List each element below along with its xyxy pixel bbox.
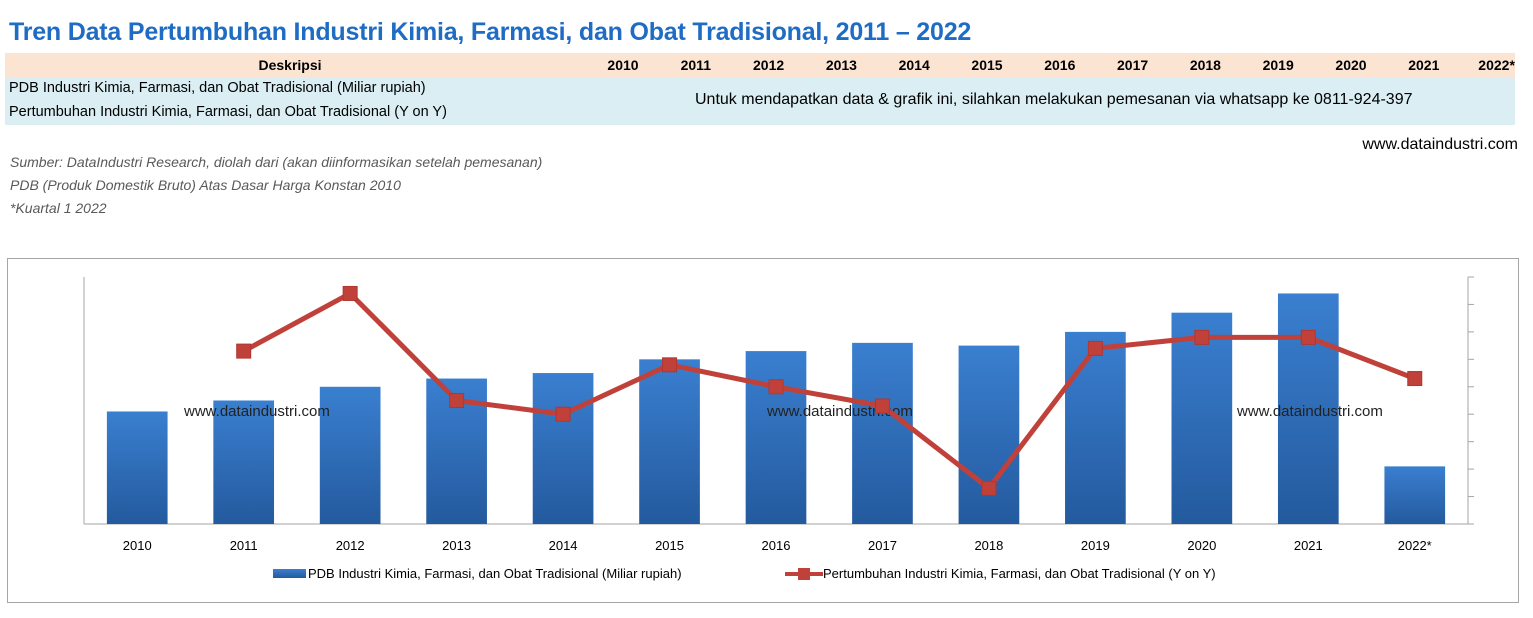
combo-chart: www.dataindustri.com www.dataindustri.com… (83, 276, 1474, 581)
growth-point-2015 (662, 357, 678, 373)
note-source: Sumber: DataIndustri Research, diolah da… (10, 154, 543, 170)
x-tick-label: 2019 (1081, 538, 1110, 553)
row-growth-label: Pertumbuhan Industri Kimia, Farmasi, dan… (9, 104, 447, 120)
x-tick-label: 2022* (1398, 538, 1432, 553)
growth-point-2020 (1194, 329, 1210, 345)
growth-point-2011 (236, 343, 252, 359)
x-tick-label: 2017 (868, 538, 897, 553)
note-pdb: PDB (Produk Domestik Bruto) Atas Dasar H… (10, 177, 401, 193)
row-pdb-label: PDB Industri Kimia, Farmasi, dan Obat Tr… (9, 80, 426, 96)
growth-point-2013 (449, 393, 465, 408)
bar-2012 (319, 386, 381, 524)
legend-bar-swatch (273, 569, 306, 578)
growth-point-2021 (1300, 329, 1316, 345)
header-year: 2012 (753, 57, 785, 73)
notes: Sumber: DataIndustri Research, diolah da… (10, 151, 542, 220)
x-tick-label: 2014 (549, 538, 578, 553)
growth-point-2019 (1087, 340, 1103, 356)
header-year: 2014 (898, 57, 930, 73)
page-title: Tren Data Pertumbuhan Industri Kimia, Fa… (9, 18, 972, 46)
x-tick-label: 2015 (655, 538, 684, 553)
growth-line (242, 290, 1416, 491)
header-year: 2015 (971, 57, 1003, 73)
growth-point-2022* (1407, 371, 1423, 387)
bar-2010 (106, 411, 168, 524)
order-notice: Untuk mendapatkan data & grafik ini, sil… (695, 91, 1413, 108)
bar-2022* (1384, 466, 1446, 524)
table-body: PDB Industri Kimia, Farmasi, dan Obat Tr… (5, 77, 1515, 125)
x-tick-label: 2021 (1294, 538, 1323, 553)
header-year: 2016 (1044, 57, 1076, 73)
x-tick-label: 2010 (123, 538, 152, 553)
header-description: Deskripsi (258, 57, 322, 73)
header-year: 2022* (1478, 57, 1515, 73)
header-year: 2021 (1408, 57, 1440, 73)
header-year: 2019 (1262, 57, 1294, 73)
header-year: 2020 (1335, 57, 1367, 73)
header-year: 2018 (1189, 57, 1221, 73)
bar-2019 (1065, 331, 1126, 524)
bar-2020 (1171, 312, 1233, 524)
bar-2018 (958, 345, 1020, 524)
data-table: Deskripsi 2010 2011 2012 2013 2014 2015 2016 20… (5, 53, 1515, 125)
website-link[interactable]: www.dataindustri.com (1362, 136, 1518, 153)
table-header: Deskripsi 2010 2011 2012 2013 2014 2015 2016 20… (5, 53, 1515, 77)
bar-2014 (532, 373, 594, 524)
growth-point-2017 (874, 398, 890, 414)
growth-point-2014 (555, 406, 571, 422)
header-year: 2017 (1117, 57, 1149, 73)
growth-point-2018 (981, 480, 997, 496)
growth-point-2012 (342, 285, 358, 301)
watermark-text: www.dataindustri.com (183, 403, 330, 420)
x-tick-label: 2012 (336, 538, 365, 553)
chart-container: www.dataindustri.com www.dataindustri.com… (7, 258, 1519, 603)
watermark-text: www.dataindustri.com (1236, 403, 1383, 420)
bar-2015 (639, 359, 700, 524)
legend-bar-label: PDB Industri Kimia, Farmasi, dan Obat Tr… (308, 566, 682, 581)
header-year: 2010 (607, 57, 639, 73)
bar-2016 (745, 351, 807, 524)
header-year: 2011 (680, 57, 711, 73)
x-tick-label: 2020 (1187, 538, 1216, 553)
x-tick-label: 2018 (974, 538, 1003, 553)
legend-line-marker (798, 568, 810, 580)
bar-2017 (852, 342, 913, 524)
header-year: 2013 (825, 57, 857, 73)
growth-point-2016 (768, 379, 784, 395)
x-tick-label: 2016 (762, 538, 791, 553)
x-tick-label: 2013 (442, 538, 471, 553)
legend-line-label: Pertumbuhan Industri Kimia, Farmasi, dan… (823, 566, 1216, 581)
bar-2011 (213, 400, 275, 524)
x-tick-label: 2011 (230, 538, 258, 553)
note-quarter: *Kuartal 1 2022 (10, 200, 107, 216)
